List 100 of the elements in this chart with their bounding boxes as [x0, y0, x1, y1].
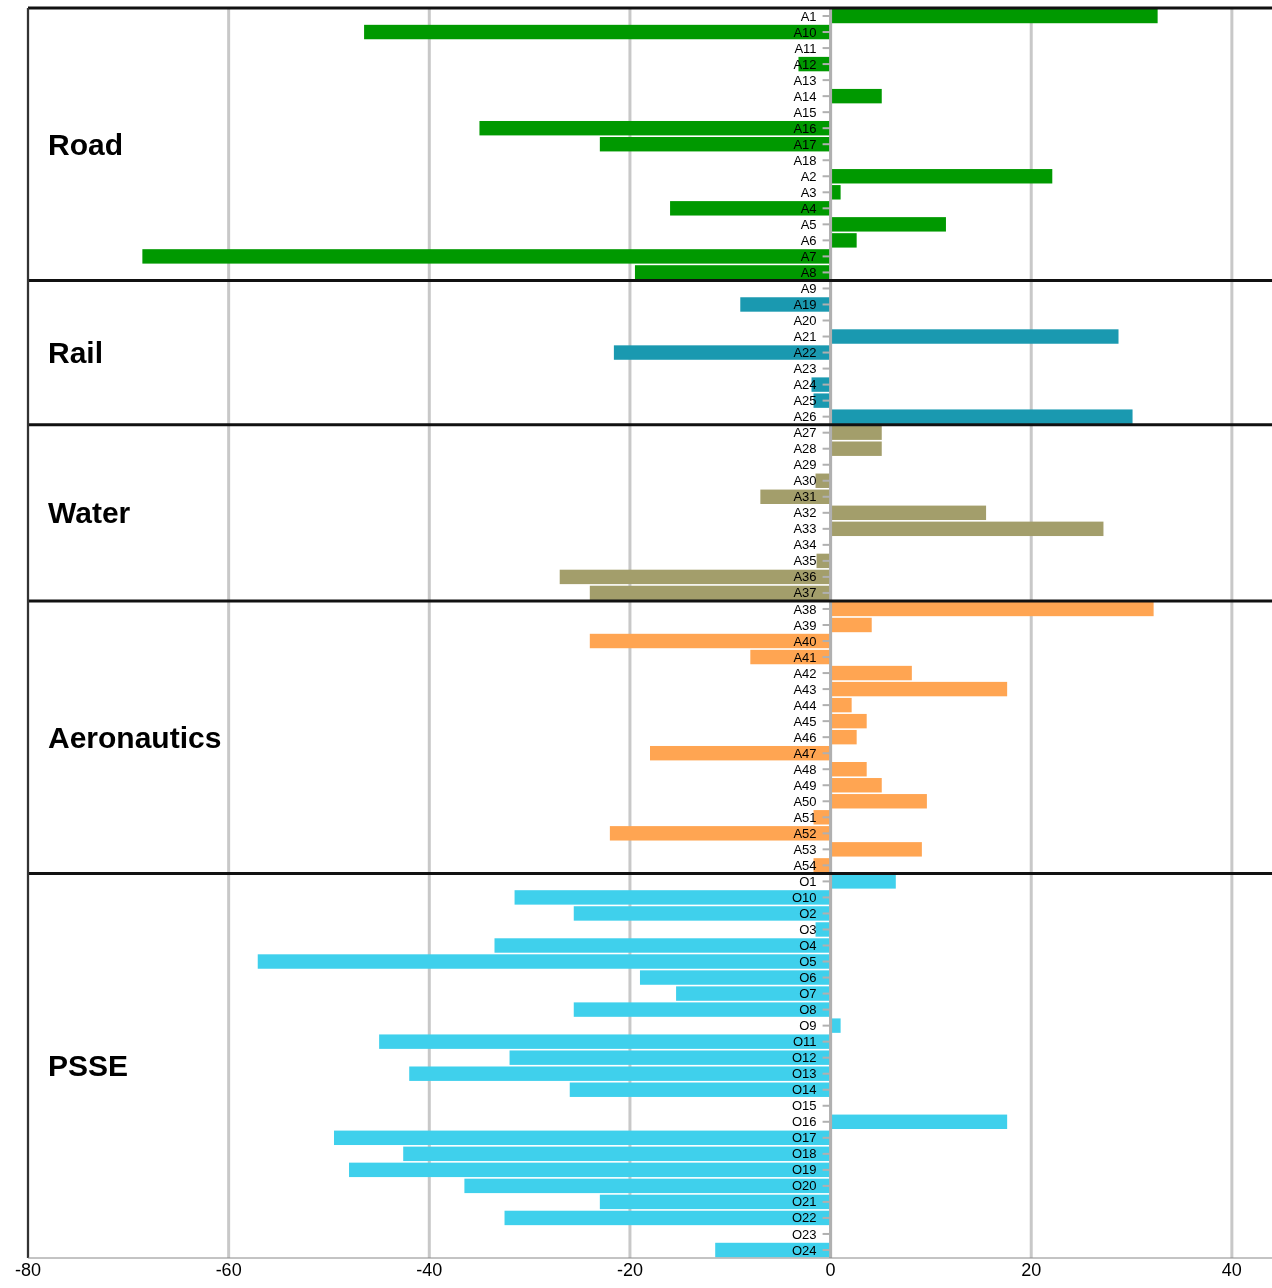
bar — [333, 1130, 831, 1146]
bar — [830, 409, 1133, 424]
y-tick-label: A31 — [793, 489, 817, 505]
annotation: PSSE — [48, 1049, 129, 1083]
y-tick-label: O1 — [799, 873, 817, 889]
y-tick-label: O10 — [792, 889, 817, 905]
y-tick-label: A23 — [793, 361, 817, 377]
y-tick-label: O12 — [792, 1050, 817, 1066]
y-tick-label: A19 — [793, 297, 817, 313]
y-tick-label: A20 — [793, 313, 817, 329]
y-tick-label: A42 — [793, 665, 817, 681]
y-tick-label: A43 — [793, 681, 817, 697]
bar — [599, 137, 831, 152]
bar — [830, 521, 1104, 537]
bar — [830, 778, 882, 793]
bar — [349, 1162, 831, 1178]
bar — [830, 842, 922, 857]
x-tick-label: -60 — [215, 1260, 242, 1280]
bar — [830, 762, 867, 777]
bar — [613, 345, 831, 360]
bar — [599, 1194, 831, 1210]
y-tick-label: O5 — [799, 954, 817, 970]
y-tick-label: O19 — [792, 1162, 817, 1178]
y-tick-label: O3 — [799, 922, 817, 938]
bar — [559, 569, 831, 585]
y-tick-label: O16 — [792, 1114, 817, 1130]
y-tick-label: O6 — [799, 970, 817, 986]
y-tick-label: A47 — [793, 745, 817, 761]
x-tick-label: -20 — [616, 1260, 643, 1280]
y-tick-label: A37 — [793, 585, 817, 601]
y-tick-label: O7 — [799, 986, 817, 1002]
y-tick-label: A2 — [800, 168, 817, 184]
y-tick-label: A48 — [793, 761, 817, 777]
bar — [830, 665, 912, 681]
y-tick-label: O4 — [799, 938, 817, 954]
y-tick-label: A39 — [793, 617, 817, 633]
y-tick-label: O11 — [792, 1034, 817, 1050]
y-tick-label: A18 — [793, 152, 817, 168]
annotation: Road — [48, 127, 123, 161]
bar — [830, 169, 1053, 184]
y-tick-label: A33 — [793, 521, 817, 537]
y-tick-label: A14 — [793, 88, 817, 104]
y-tick-label: O13 — [792, 1066, 817, 1082]
y-tick-label: A17 — [793, 136, 817, 152]
y-tick-label: A22 — [793, 345, 817, 361]
x-tick-label: 0 — [825, 1260, 836, 1280]
y-tick-label: A36 — [793, 569, 817, 585]
bar — [830, 697, 852, 713]
y-tick-label: A26 — [793, 409, 817, 425]
x-tick-label: 20 — [1021, 1260, 1042, 1280]
y-tick-label: A13 — [793, 72, 817, 88]
y-tick-label: O8 — [799, 1002, 817, 1018]
bar — [830, 329, 1119, 344]
bar — [830, 794, 927, 809]
bar — [830, 729, 857, 745]
bar — [830, 1114, 1008, 1129]
y-tick-label: O22 — [792, 1210, 817, 1226]
annotation: Water — [48, 496, 131, 530]
y-tick-label: A32 — [793, 505, 817, 521]
bar — [589, 633, 831, 649]
y-tick-label: A38 — [793, 601, 817, 617]
y-tick-label: A52 — [793, 825, 817, 841]
y-tick-label: A46 — [793, 729, 817, 745]
x-tick-label: -40 — [416, 1260, 443, 1280]
y-tick-label: A10 — [793, 24, 817, 40]
bar — [479, 120, 831, 136]
bar — [504, 1210, 831, 1226]
y-tick-label: A8 — [800, 264, 817, 280]
bar — [830, 8, 1158, 24]
bar — [403, 1146, 831, 1162]
y-tick-label: A40 — [793, 633, 817, 649]
y-tick-label: A45 — [793, 713, 817, 729]
y-tick-label: A7 — [800, 248, 817, 264]
bar — [650, 745, 831, 761]
bar — [830, 505, 987, 521]
y-tick-label: O9 — [799, 1018, 817, 1034]
annotation: Rail — [48, 336, 104, 370]
y-tick-label: A35 — [793, 553, 817, 569]
y-tick-label: A9 — [800, 281, 817, 296]
bar — [830, 185, 841, 200]
y-tick-label: O24 — [792, 1242, 817, 1258]
bar — [830, 874, 896, 889]
y-tick-label: A1 — [800, 8, 817, 24]
y-tick-label: O2 — [799, 906, 817, 921]
x-tick-label: 40 — [1221, 1260, 1242, 1280]
y-tick-label: A30 — [793, 473, 817, 489]
y-tick-label: A11 — [794, 40, 817, 56]
bar — [569, 1082, 831, 1097]
annotation: Aeronautics — [48, 720, 222, 754]
bar — [830, 713, 867, 729]
y-tick-label: O14 — [792, 1082, 817, 1098]
bar — [830, 601, 1154, 617]
y-tick-label: A41 — [793, 649, 817, 665]
x-tick-label: -80 — [14, 1260, 42, 1280]
y-tick-label: O17 — [792, 1130, 817, 1146]
y-tick-label: A15 — [793, 104, 817, 120]
y-tick-label: A4 — [800, 200, 817, 216]
y-tick-label: A21 — [793, 329, 817, 345]
y-tick-label: A5 — [800, 216, 817, 232]
y-tick-label: O20 — [792, 1178, 817, 1194]
